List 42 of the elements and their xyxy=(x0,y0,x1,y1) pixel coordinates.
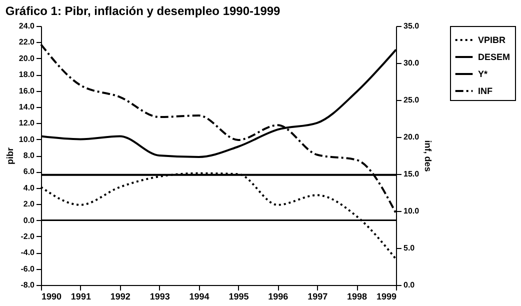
y2-tick-label: 5.0 xyxy=(404,244,416,252)
y2-tick-label: 20.0 xyxy=(404,132,420,142)
y-tick-label: 2.0 xyxy=(23,200,36,209)
y2-tick-label: 10.0 xyxy=(404,206,420,216)
x-tick-label: 1998 xyxy=(347,292,368,302)
x-tick-label: 1991 xyxy=(70,292,91,302)
y-tick-label: 0.0 xyxy=(23,216,36,225)
y2-tick-label: 35.0 xyxy=(404,22,420,30)
y-tick-label: 22.0 xyxy=(18,38,36,47)
y-tick-label: 10.0 xyxy=(18,134,36,144)
y-axis-title: pibr xyxy=(4,147,15,164)
legend-label: VPIBR xyxy=(478,35,506,45)
y-tick-label: -6.0 xyxy=(20,264,36,274)
y-tick-label: 14.0 xyxy=(18,102,36,112)
y2-axis-title: inf, des xyxy=(423,140,434,172)
y2-tick-label: 15.0 xyxy=(404,170,420,178)
legend-label: DESEM xyxy=(478,52,510,62)
x-tick-label: 1990 xyxy=(42,292,62,302)
y-tick-label: 18.0 xyxy=(18,70,36,80)
y-tick-label: -2.0 xyxy=(20,232,36,241)
y-tick-label: 24.0 xyxy=(18,22,36,30)
x-tick-label: 1999 xyxy=(376,292,396,302)
x-tick-label: 1995 xyxy=(228,292,249,302)
y-tick-label: 4.0 xyxy=(23,183,36,192)
y2-tick-label: 30.0 xyxy=(404,58,420,68)
x-tick-label: 1992 xyxy=(110,292,130,302)
x-tick-label: 1993 xyxy=(150,292,170,302)
y-tick-label: -8.0 xyxy=(20,280,36,290)
y-tick-label: 6.0 xyxy=(23,167,36,176)
y-tick-label: 12.0 xyxy=(18,118,36,128)
x-tick-label: 1996 xyxy=(268,292,288,302)
x-tick-label: 1997 xyxy=(308,292,328,302)
legend-label: INF xyxy=(478,86,493,96)
y-tick-label: 20.0 xyxy=(18,54,36,63)
y-tick-label: -4.0 xyxy=(20,248,36,258)
legend-label: Y* xyxy=(478,69,488,79)
x-tick-label: 1994 xyxy=(189,292,210,302)
chart-title: Gráfico 1: Pibr, inflación y desempleo 1990-1999 xyxy=(5,4,281,18)
y2-tick-label: 25.0 xyxy=(404,96,420,104)
y-tick-label: 8.0 xyxy=(23,151,36,160)
y2-tick-label: 0.0 xyxy=(404,280,416,290)
y-tick-label: 16.0 xyxy=(18,86,36,96)
